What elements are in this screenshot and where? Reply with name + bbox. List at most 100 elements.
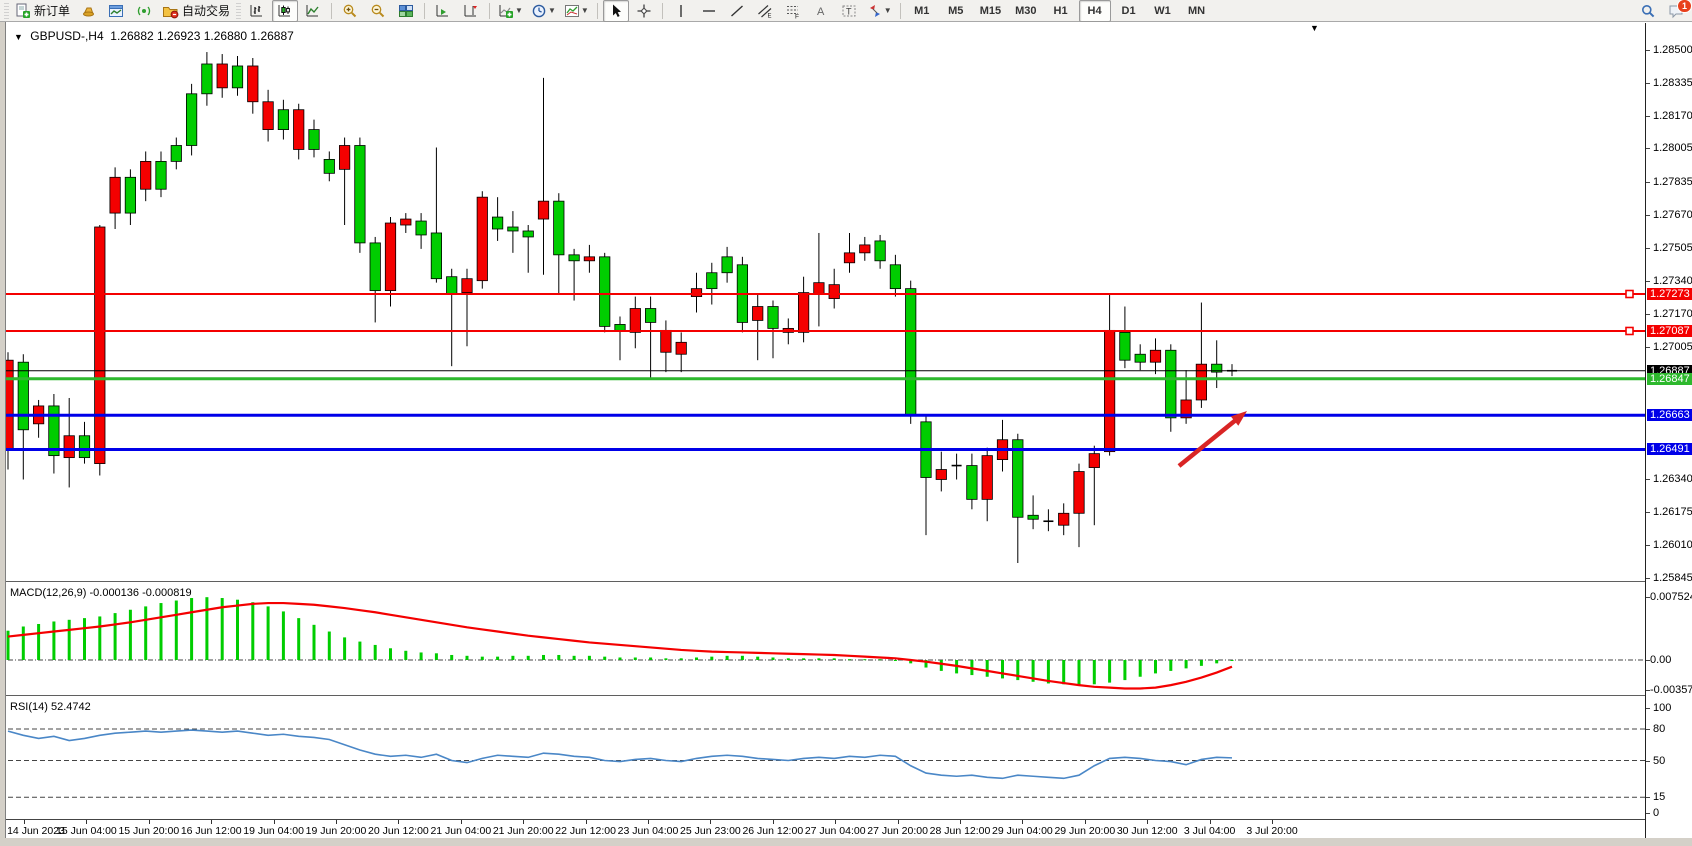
- timeframe-button-H4[interactable]: H4: [1078, 0, 1111, 22]
- bull-candle[interactable]: [201, 63, 213, 95]
- bear-candle[interactable]: [216, 63, 228, 89]
- rsi-panel-canvas[interactable]: [6, 697, 1645, 817]
- autotrade-button[interactable]: 自动交易: [159, 0, 233, 22]
- tile-windows-button[interactable]: [393, 0, 419, 22]
- timeframe-button-M1[interactable]: M1: [914, 4, 930, 17]
- timeframe-button-M30[interactable]: M30: [1015, 4, 1037, 17]
- templates-button[interactable]: ▼: [561, 0, 592, 22]
- bear-candle[interactable]: [262, 101, 274, 130]
- bull-candle[interactable]: [48, 405, 60, 457]
- bear-candle[interactable]: [859, 244, 871, 254]
- bull-candle[interactable]: [966, 465, 978, 500]
- bull-candle[interactable]: [1165, 349, 1177, 419]
- bear-candle[interactable]: [461, 278, 473, 294]
- bull-candle[interactable]: [568, 254, 580, 262]
- bear-candle[interactable]: [63, 435, 75, 459]
- time-axis[interactable]: 14 Jun 2023 15 Jun 04:00 15 Jun 20:00 16 Ju…: [6, 819, 1645, 839]
- bull-candle[interactable]: [905, 288, 917, 417]
- crosshair-button[interactable]: [631, 0, 657, 22]
- bear-candle[interactable]: [1180, 399, 1192, 419]
- auto-scroll-button[interactable]: [430, 0, 456, 22]
- candlestick-chart-button[interactable]: [272, 0, 299, 22]
- macd-panel-canvas[interactable]: [6, 583, 1645, 695]
- bull-candle[interactable]: [369, 242, 381, 292]
- annotation-arrow-head[interactable]: [1230, 411, 1247, 426]
- bull-candle[interactable]: [415, 220, 427, 236]
- bull-candle[interactable]: [507, 226, 519, 232]
- bear-candle[interactable]: [140, 160, 152, 190]
- bear-candle[interactable]: [338, 145, 351, 170]
- bull-candle[interactable]: [78, 435, 91, 459]
- bull-candle[interactable]: [1211, 363, 1223, 373]
- timeframe-button-MN[interactable]: MN: [1187, 4, 1206, 17]
- bear-candle[interactable]: [1073, 471, 1085, 514]
- vertical-line-button[interactable]: [668, 0, 694, 22]
- bull-candle[interactable]: [170, 145, 182, 162]
- bear-candle[interactable]: [6, 359, 14, 451]
- bull-candle[interactable]: [874, 240, 886, 262]
- bear-candle[interactable]: [1088, 453, 1100, 468]
- bull-candle[interactable]: [1119, 331, 1131, 361]
- bull-candle[interactable]: [124, 176, 136, 214]
- bull-candle[interactable]: [354, 145, 366, 244]
- zoom-in-button[interactable]: [337, 0, 363, 22]
- bear-candle[interactable]: [675, 341, 687, 355]
- bear-candle[interactable]: [476, 196, 488, 282]
- indicators-button[interactable]: ▼: [495, 0, 526, 22]
- bull-candle[interactable]: [277, 109, 290, 130]
- bull-candle[interactable]: [491, 216, 504, 230]
- bull-candle[interactable]: [721, 256, 733, 274]
- bear-candle[interactable]: [690, 288, 703, 297]
- bear-candle[interactable]: [1104, 329, 1116, 453]
- line-handle-marker[interactable]: [1625, 289, 1634, 299]
- trendline-button[interactable]: [724, 0, 750, 22]
- panel-divider[interactable]: [6, 581, 1692, 584]
- timeframe-button-D1[interactable]: D1: [1121, 4, 1136, 17]
- bear-candle[interactable]: [1195, 363, 1207, 401]
- bull-candle[interactable]: [1012, 439, 1024, 518]
- bull-candle[interactable]: [17, 361, 29, 431]
- bear-candle[interactable]: [1149, 349, 1162, 363]
- bull-candle[interactable]: [706, 272, 718, 290]
- bear-candle[interactable]: [583, 256, 596, 262]
- signals-button[interactable]: [131, 0, 157, 22]
- price-chart-canvas[interactable]: [6, 23, 1645, 581]
- bull-candle[interactable]: [553, 200, 565, 256]
- bear-candle[interactable]: [384, 222, 397, 292]
- horizontal-line-button[interactable]: [696, 0, 722, 22]
- bull-candle[interactable]: [522, 230, 534, 238]
- search-button[interactable]: [1635, 0, 1661, 22]
- bull-candle[interactable]: [889, 264, 902, 290]
- bull-candle[interactable]: [1134, 353, 1146, 363]
- timeframe-button-H1[interactable]: H1: [1053, 4, 1068, 17]
- collapse-triangle-icon[interactable]: ▼: [14, 32, 23, 42]
- bear-candle[interactable]: [798, 292, 810, 333]
- fibonacci-button[interactable]: F: [780, 0, 806, 22]
- cursor-button[interactable]: [602, 0, 629, 22]
- bear-candle[interactable]: [843, 252, 856, 264]
- chart-window-button[interactable]: [103, 0, 129, 22]
- bear-candle[interactable]: [752, 306, 764, 321]
- bull-candle[interactable]: [446, 276, 458, 295]
- bar-chart-button[interactable]: [244, 0, 270, 22]
- timeframe-button-M5[interactable]: M5: [948, 4, 964, 17]
- line-handle-marker[interactable]: [1625, 326, 1634, 336]
- bear-candle[interactable]: [981, 455, 993, 500]
- bull-candle[interactable]: [645, 308, 657, 323]
- bull-candle[interactable]: [599, 256, 611, 327]
- bull-candle[interactable]: [1027, 514, 1039, 520]
- timeframe-button-W1[interactable]: W1: [1154, 4, 1171, 17]
- bull-candle[interactable]: [185, 93, 198, 146]
- market-watch-button[interactable]: [75, 0, 101, 22]
- bear-candle[interactable]: [94, 226, 106, 464]
- bear-candle[interactable]: [629, 308, 641, 333]
- price-axis[interactable]: 1.28500 1.28335 1.28170 1.28005 1.27835 1.276…: [1646, 23, 1692, 838]
- bear-candle[interactable]: [400, 218, 412, 226]
- bull-candle[interactable]: [767, 306, 779, 329]
- zoom-out-button[interactable]: [365, 0, 391, 22]
- chart-shift-button[interactable]: [458, 0, 484, 22]
- timeframe-button-M15[interactable]: M15: [979, 4, 1002, 17]
- line-chart-button[interactable]: [300, 0, 326, 22]
- text-button[interactable]: A: [808, 0, 834, 22]
- bear-candle[interactable]: [935, 469, 947, 480]
